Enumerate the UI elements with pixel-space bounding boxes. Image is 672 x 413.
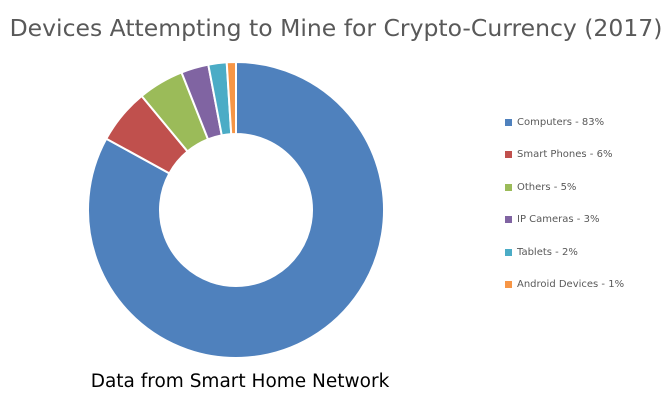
legend-swatch	[505, 118, 512, 126]
chart-title: Devices Attempting to Mine for Crypto-Cu…	[9, 14, 663, 42]
legend-label: IP Cameras - 3%	[517, 214, 600, 225]
chart-subtitle: Data from Smart Home Network	[90, 371, 390, 392]
legend-item-ip-cameras: IP Cameras - 3%	[505, 212, 599, 228]
legend-label: Others - 5%	[517, 181, 577, 193]
donut-slice-computers	[87, 60, 385, 359]
legend-swatch	[505, 216, 512, 223]
legend-swatch	[505, 248, 512, 256]
legend-swatch	[505, 151, 512, 158]
legend-label: Tablets - 2%	[517, 246, 578, 258]
legend-item-smart-phones: Smart Phones - 6%	[505, 147, 612, 163]
legend-swatch	[505, 183, 512, 191]
legend-item-computers: Computers - 83%	[505, 114, 604, 130]
legend-item-others: Others - 5%	[505, 179, 576, 195]
legend-label: Android Devices - 1%	[517, 279, 625, 290]
legend-item-android-devices: Android Devices - 1%	[505, 277, 624, 293]
legend-label: Smart Phones - 6%	[517, 149, 613, 160]
legend-item-tablets: Tablets - 2%	[505, 244, 578, 260]
donut-slice-android-devices	[225, 60, 237, 136]
legend-swatch	[505, 281, 512, 288]
legend-label: Computers - 83%	[517, 116, 605, 128]
